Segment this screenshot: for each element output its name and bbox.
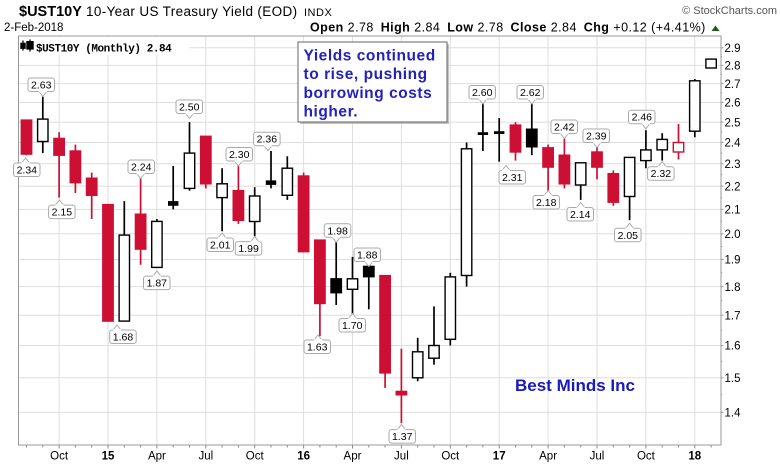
svg-text:Oct: Oct — [637, 451, 656, 463]
svg-text:1.70: 1.70 — [342, 320, 363, 332]
svg-text:2.31: 2.31 — [502, 172, 523, 184]
svg-text:2.34: 2.34 — [17, 165, 38, 177]
svg-text:1.9: 1.9 — [725, 255, 741, 267]
svg-text:1.8: 1.8 — [725, 282, 741, 294]
svg-text:2.3: 2.3 — [725, 159, 741, 171]
svg-text:2.30: 2.30 — [229, 149, 250, 161]
svg-text:Apr: Apr — [344, 451, 362, 463]
svg-text:2.18: 2.18 — [536, 197, 557, 209]
svg-text:© StockCharts.com: © StockCharts.com — [682, 5, 777, 17]
svg-text:2.9: 2.9 — [725, 43, 741, 55]
svg-text:$UST10Y: $UST10Y — [19, 4, 82, 20]
svg-text:2.39: 2.39 — [586, 131, 607, 143]
svg-text:2.14: 2.14 — [570, 209, 591, 221]
svg-text:1.5: 1.5 — [725, 373, 741, 385]
svg-text:1.99: 1.99 — [238, 243, 259, 255]
svg-text:2.60: 2.60 — [472, 87, 493, 99]
svg-text:2.15: 2.15 — [52, 207, 73, 219]
svg-text:16: 16 — [297, 451, 310, 463]
svg-text:2.6: 2.6 — [725, 98, 741, 110]
svg-text:1.68: 1.68 — [113, 332, 134, 344]
svg-text:1.88: 1.88 — [357, 250, 378, 262]
svg-text:2.01: 2.01 — [210, 240, 231, 252]
svg-text:Open 2.78 High 2.84 Low 2.78: Open 2.78 High 2.84 Low 2.78 Close 2.84 … — [310, 21, 706, 35]
svg-text:2.8: 2.8 — [725, 61, 741, 73]
svg-text:10-Year US Treasury Yield (EOD: 10-Year US Treasury Yield (EOD) — [86, 4, 297, 19]
svg-text:2.1: 2.1 — [725, 205, 741, 217]
svg-text:INDX: INDX — [304, 7, 332, 19]
svg-text:1.7: 1.7 — [725, 310, 741, 322]
svg-text:Jul: Jul — [394, 451, 409, 463]
svg-text:15: 15 — [102, 451, 115, 463]
svg-text:1.87: 1.87 — [147, 278, 168, 290]
svg-text:2.2: 2.2 — [725, 181, 741, 193]
svg-text:Yields continued: Yields continued — [304, 48, 436, 65]
svg-text:2.50: 2.50 — [179, 102, 200, 114]
svg-text:2.62: 2.62 — [520, 87, 541, 99]
svg-text:Oct: Oct — [246, 451, 265, 463]
svg-text:2.4: 2.4 — [725, 138, 742, 150]
svg-text:1.63: 1.63 — [307, 342, 328, 354]
svg-text:18: 18 — [688, 451, 701, 463]
svg-text:17: 17 — [493, 451, 506, 463]
svg-text:2.24: 2.24 — [131, 162, 152, 174]
svg-text:2.63: 2.63 — [31, 80, 52, 92]
svg-text:Oct: Oct — [441, 451, 460, 463]
svg-text:1.98: 1.98 — [327, 225, 348, 237]
svg-text:Apr: Apr — [539, 451, 557, 463]
svg-text:2.32: 2.32 — [651, 168, 672, 180]
svg-text:Best Minds Inc: Best Minds Inc — [515, 376, 635, 395]
svg-text:2.0: 2.0 — [725, 229, 741, 241]
svg-text:1.6: 1.6 — [725, 341, 741, 353]
svg-text:2.5: 2.5 — [725, 117, 741, 129]
svg-text:Jul: Jul — [590, 451, 605, 463]
svg-text:2.42: 2.42 — [554, 122, 575, 134]
svg-text:$UST10Y (Monthly) 2.84: $UST10Y (Monthly) 2.84 — [36, 44, 172, 56]
svg-text:2.36: 2.36 — [257, 134, 278, 146]
svg-text:to rise, pushing: to rise, pushing — [304, 66, 428, 83]
svg-text:1.37: 1.37 — [392, 431, 413, 443]
svg-text:higher.: higher. — [304, 104, 359, 121]
svg-text:2.46: 2.46 — [632, 112, 653, 124]
svg-text:Jul: Jul — [198, 451, 213, 463]
svg-text:2-Feb-2018: 2-Feb-2018 — [4, 22, 63, 34]
svg-text:2.7: 2.7 — [725, 79, 741, 91]
svg-text:Apr: Apr — [148, 451, 166, 463]
svg-text:2.05: 2.05 — [618, 230, 639, 242]
svg-text:borrowing costs: borrowing costs — [304, 85, 433, 102]
svg-text:Oct: Oct — [50, 451, 69, 463]
svg-text:1.4: 1.4 — [725, 408, 742, 420]
